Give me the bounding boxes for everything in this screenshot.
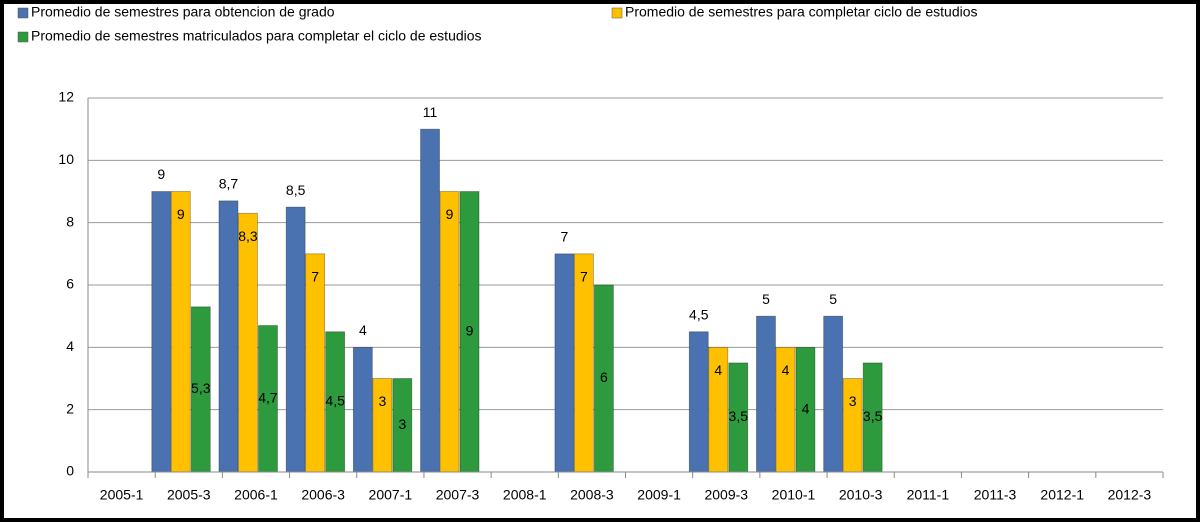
y-tick-label: 2	[66, 400, 74, 416]
x-tick-label: 2007-1	[369, 487, 413, 503]
data-label: 4	[714, 362, 722, 378]
data-label: 5	[762, 291, 770, 307]
data-label: 7	[561, 229, 569, 245]
data-label: 4	[782, 362, 790, 378]
legend-swatch	[17, 7, 29, 19]
data-label: 9	[177, 206, 185, 222]
legend-label: Promedio de semestres matriculados para …	[31, 28, 482, 44]
x-tick-label: 2005-3	[167, 487, 211, 503]
data-label: 9	[466, 322, 474, 338]
data-label: 8,5	[286, 182, 306, 198]
data-label: 7	[311, 269, 319, 285]
x-tick-label: 2006-1	[234, 487, 278, 503]
data-label: 3,5	[863, 408, 883, 424]
data-label: 8,7	[219, 176, 239, 192]
y-tick-label: 8	[66, 213, 74, 229]
bar	[352, 346, 373, 473]
bar	[756, 315, 776, 473]
x-tick-label: 2006-3	[301, 487, 345, 503]
x-tick-label: 2008-1	[503, 487, 547, 503]
data-label: 4,5	[689, 306, 709, 322]
x-tick-label: 2008-3	[570, 487, 614, 503]
data-label: 4	[359, 322, 367, 338]
x-tick-label: 2012-1	[1040, 487, 1084, 503]
data-label: 5,3	[191, 380, 211, 396]
y-tick-label: 12	[58, 89, 74, 105]
data-label: 11	[423, 104, 438, 120]
y-tick-label: 10	[58, 151, 74, 167]
y-tick-label: 6	[66, 276, 74, 292]
data-label: 4	[802, 400, 810, 416]
data-label: 4,5	[325, 393, 345, 409]
data-label: 9	[446, 206, 454, 222]
y-tick-label: 0	[66, 463, 74, 479]
bar	[285, 206, 306, 473]
data-label: 3,5	[729, 408, 749, 424]
bar	[688, 331, 709, 473]
x-tick-label: 2011-3	[974, 487, 1017, 503]
data-label: 7	[580, 269, 588, 285]
data-label: 9	[157, 166, 165, 182]
legend-swatch	[611, 7, 623, 19]
x-tick-label: 2011-1	[907, 487, 950, 503]
legend-label: Promedio de semestres para completar cic…	[625, 4, 978, 20]
x-tick-label: 2010-3	[839, 487, 883, 503]
data-label: 8,3	[238, 228, 258, 244]
data-label: 4,7	[258, 389, 278, 405]
x-tick-label: 2009-1	[637, 487, 681, 503]
x-tick-label: 2010-1	[772, 487, 816, 503]
bar	[170, 191, 191, 473]
x-tick-label: 2007-3	[436, 487, 480, 503]
data-label: 3	[398, 416, 406, 432]
x-tick-label: 2009-3	[704, 487, 748, 503]
bar	[823, 315, 844, 473]
legend-label: Promedio de semestres para obtencion de …	[31, 4, 335, 20]
y-tick-label: 4	[66, 338, 74, 354]
bar	[238, 212, 258, 473]
bar	[305, 253, 326, 473]
bar	[218, 200, 239, 473]
data-label: 3	[378, 393, 386, 409]
bar	[151, 191, 172, 473]
data-label: 3	[849, 393, 857, 409]
data-label: 6	[600, 369, 608, 385]
bar	[420, 128, 440, 473]
bar	[574, 253, 594, 473]
bar	[439, 191, 460, 473]
bar	[554, 253, 575, 473]
x-tick-label: 2005-1	[100, 487, 144, 503]
data-label: 5	[829, 291, 837, 307]
x-tick-label: 2012-3	[1108, 487, 1152, 503]
legend-swatch	[17, 31, 29, 43]
